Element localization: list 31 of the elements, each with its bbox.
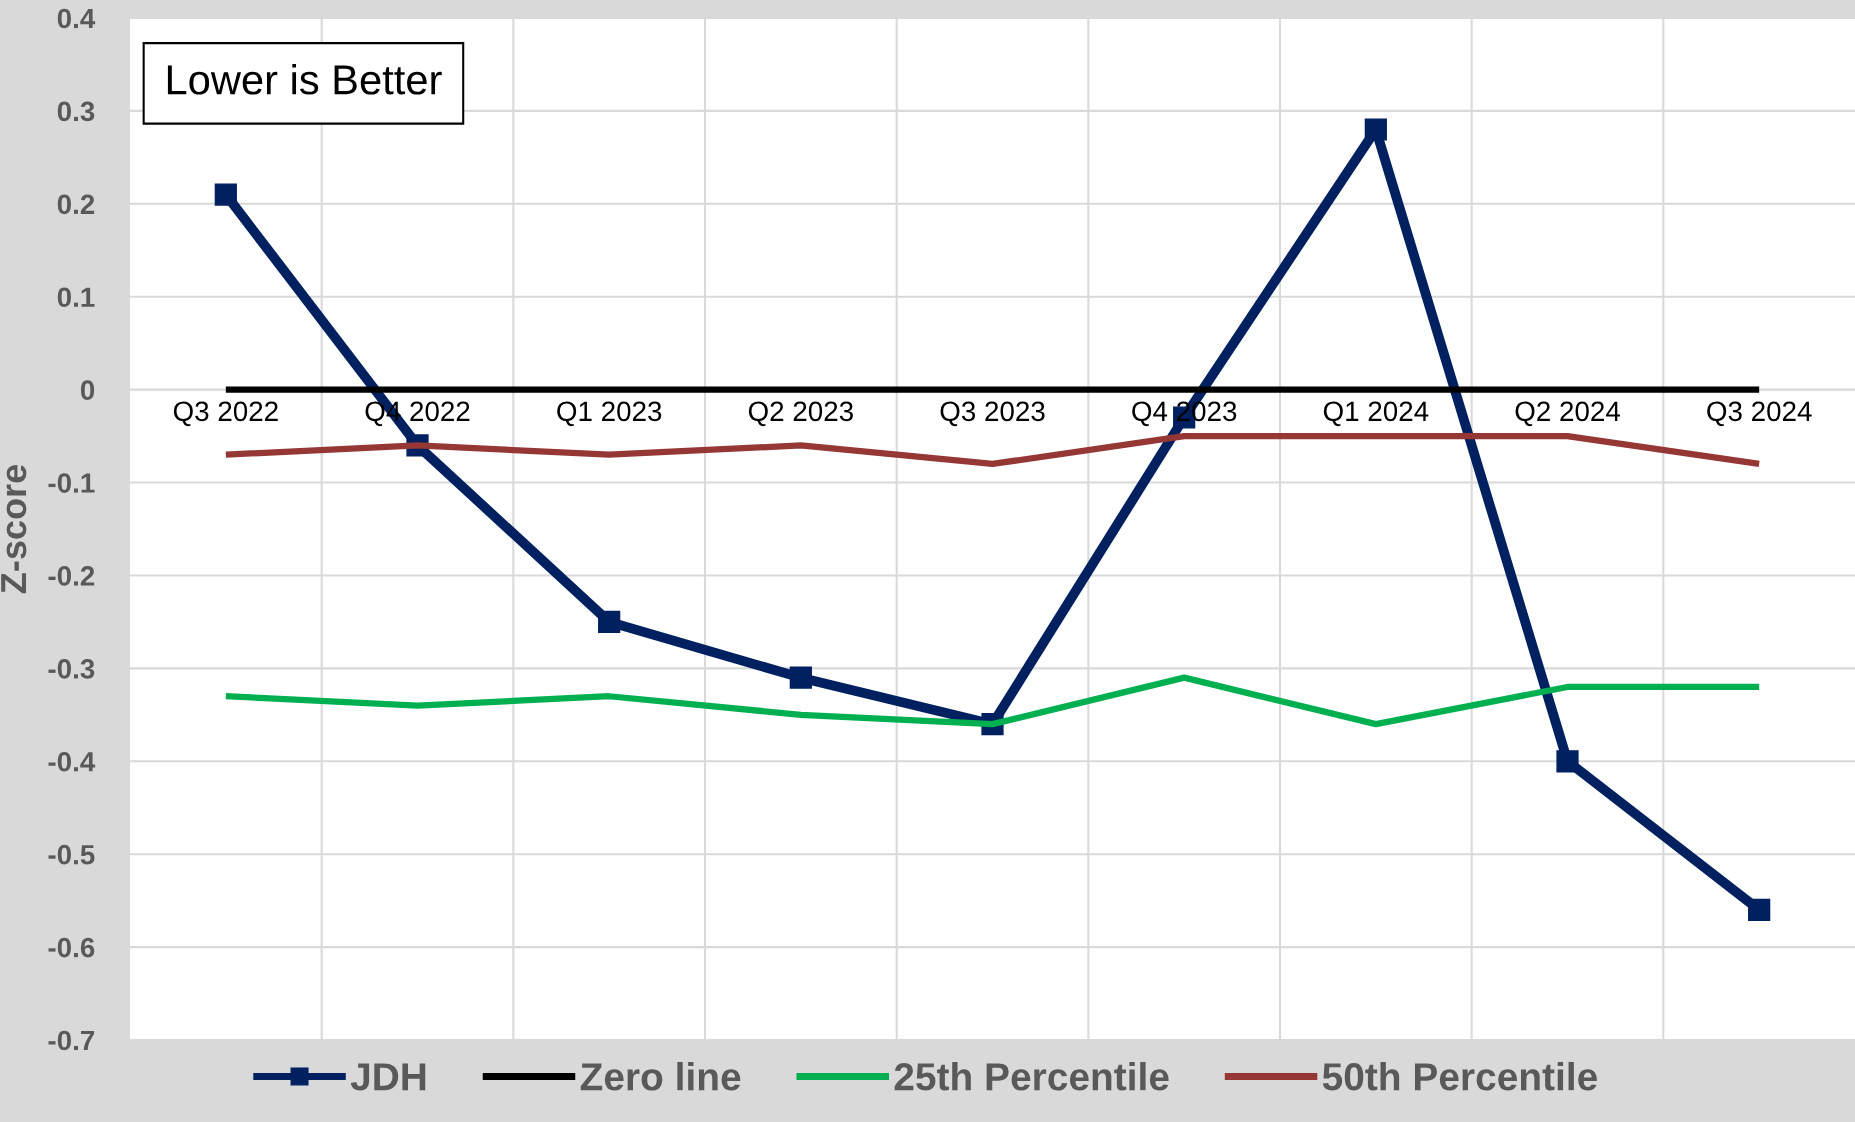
y-tick-label: -0.1 <box>48 473 95 493</box>
point <box>1556 750 1579 773</box>
legend-label: JDH <box>350 1063 426 1091</box>
x-tick-label: Q2 2023 <box>748 401 853 427</box>
y-tick-label: 0.3 <box>57 101 95 122</box>
y-tick-label: 0 <box>80 380 95 400</box>
y-tick-label: -0.6 <box>48 937 95 958</box>
point <box>789 666 812 689</box>
y-tick-label: -0.7 <box>48 1030 95 1051</box>
point <box>598 610 621 634</box>
point <box>1364 118 1387 141</box>
y-tick-label: 0.2 <box>57 194 95 215</box>
y-tick-label: -0.4 <box>48 751 96 772</box>
y-axis-title: Z-score <box>1 465 27 594</box>
point <box>1748 898 1771 922</box>
y-tick-label: -0.3 <box>48 659 95 679</box>
x-tick-label: Q1 2024 <box>1323 401 1429 427</box>
y-tick-label: 0.1 <box>57 287 95 308</box>
y-tick-label: 0.4 <box>57 8 96 29</box>
legend-label: 25th Percentile <box>894 1061 1169 1091</box>
legend-label: 50th Percentile <box>1322 1061 1597 1091</box>
y-tick-label: -0.5 <box>48 844 95 865</box>
point <box>214 183 237 206</box>
y-tick-label: -0.2 <box>48 566 95 586</box>
x-tick-label: Q2 2024 <box>1515 401 1620 427</box>
annotation: Lower is Better <box>167 63 442 95</box>
legend-label: Zero line <box>580 1061 741 1091</box>
x-tick-label: Q3 2024 <box>1707 401 1812 427</box>
x-tick-label: Q3 2022 <box>173 401 278 427</box>
x-tick-label: Q1 2023 <box>557 401 662 427</box>
x-tick-label: Q3 2023 <box>940 401 1045 427</box>
